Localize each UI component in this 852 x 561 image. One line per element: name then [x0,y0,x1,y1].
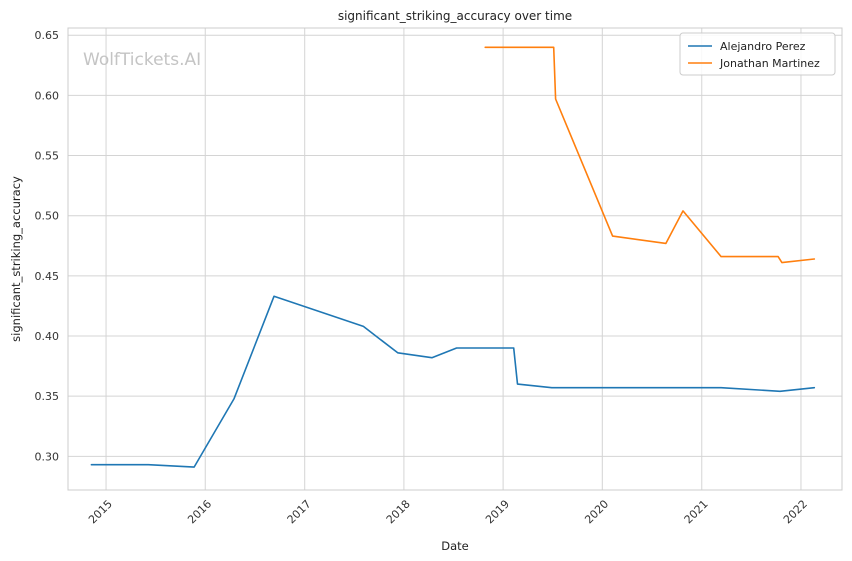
data-point [682,209,685,212]
data-point [484,46,487,49]
data-point [611,235,614,238]
data-point [147,463,150,466]
data-point [552,46,555,49]
series-layer [90,46,816,469]
plot-frame [67,27,843,491]
y-tick-label: 0.50 [35,210,60,223]
watermark: WolfTickets.AI [83,50,201,70]
series-line-1 [484,46,816,264]
data-point [720,386,723,389]
legend: Alejandro Perez Jonathan Martinez [679,32,836,76]
data-point [233,397,236,400]
data-point [813,258,816,261]
data-point [664,242,667,245]
y-tick-label: 0.45 [35,270,60,283]
legend-label: Jonathan Martinez [719,57,820,70]
data-point [90,463,93,466]
data-point [193,466,196,469]
y-tick-labels: 0.30 0.35 0.40 0.45 0.50 0.55 0.60 0.65 [35,29,60,463]
data-point [777,255,780,258]
data-point [455,347,458,350]
legend-label: Alejandro Perez [720,40,806,53]
chart-title: significant_striking_accuracy over time [338,9,572,23]
y-axis-title: significant_striking_accuracy [9,176,23,342]
series-line-0 [90,295,816,468]
y-tick-label: 0.55 [35,150,60,163]
data-point [554,98,557,101]
data-point [512,347,515,350]
y-tick-label: 0.35 [35,390,60,403]
data-point [550,386,553,389]
data-point [780,261,783,264]
y-tick-label: 0.40 [35,330,60,343]
x-axis-title: Date [441,539,469,553]
data-point [430,356,433,359]
y-tick-label: 0.65 [35,29,60,42]
legend-box [679,32,836,76]
data-point [516,383,519,386]
data-point [362,325,365,328]
data-point [720,255,723,258]
legend-items: Alejandro Perez Jonathan Martinez [688,40,820,70]
grid [68,28,842,490]
data-point [273,295,276,298]
data-point [779,390,782,393]
data-point [813,386,816,389]
y-tick-label: 0.30 [35,450,60,463]
y-tick-label: 0.60 [35,89,60,102]
data-point [396,351,399,354]
